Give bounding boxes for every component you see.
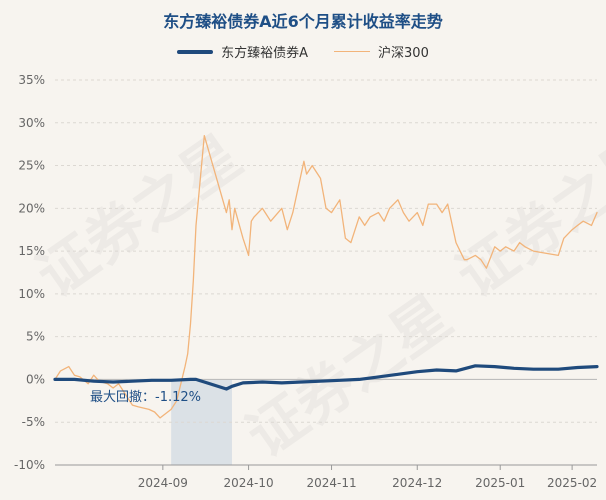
series-line-index bbox=[54, 134, 598, 419]
y-tick-label: 35% bbox=[18, 73, 45, 87]
legend-item-index[interactable]: 沪深300 bbox=[334, 42, 429, 61]
x-tick-label: 2024-09 bbox=[138, 476, 188, 490]
x-tick-label: 2025-01 bbox=[475, 476, 525, 490]
x-tick-label: 2024-10 bbox=[224, 476, 274, 490]
x-tick-label: 2024-12 bbox=[392, 476, 442, 490]
legend-label-index: 沪深300 bbox=[378, 46, 429, 61]
y-tick-label: 15% bbox=[18, 244, 45, 258]
y-tick-label: 5% bbox=[26, 330, 45, 344]
x-tick-label: 2024-11 bbox=[306, 476, 356, 490]
series-line-fund bbox=[53, 364, 599, 391]
x-tick-label: 2025-02 bbox=[547, 476, 597, 490]
y-tick-label: 10% bbox=[18, 287, 45, 301]
y-tick-label: -5% bbox=[22, 415, 45, 429]
y-tick-label: -10% bbox=[14, 458, 45, 472]
legend-label-fund: 东方臻裕债券A bbox=[221, 46, 309, 61]
legend-item-fund[interactable]: 东方臻裕债券A bbox=[177, 42, 308, 61]
legend-swatch-fund bbox=[177, 49, 214, 54]
y-tick-label: 20% bbox=[18, 201, 45, 215]
max-drawdown-label: 最大回撤：-1.12% bbox=[90, 389, 201, 405]
legend-swatch-index bbox=[334, 50, 371, 53]
y-tick-label: 25% bbox=[18, 159, 45, 173]
chart-title: 东方臻裕债券A近6个月累计收益率走势 bbox=[163, 12, 443, 31]
legend: 东方臻裕债券A 沪深300 bbox=[0, 42, 606, 61]
y-tick-label: 30% bbox=[18, 116, 45, 130]
y-tick-label: 0% bbox=[26, 372, 45, 386]
